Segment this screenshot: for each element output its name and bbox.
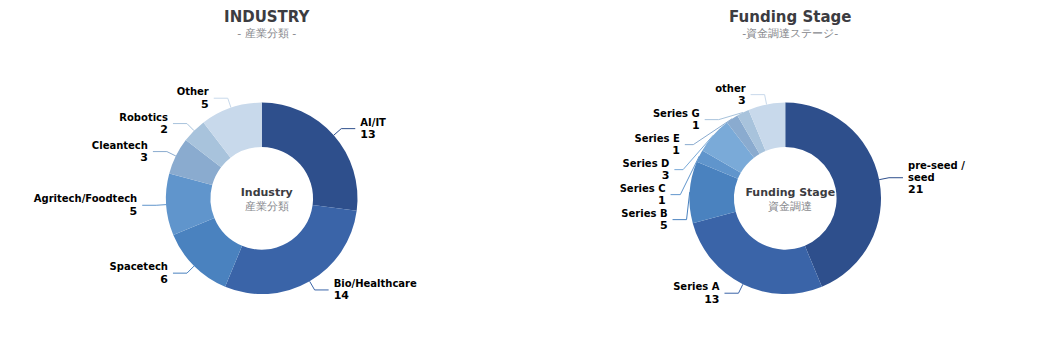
svg-text:13: 13: [704, 293, 719, 306]
svg-text:Series A: Series A: [673, 281, 720, 292]
svg-text:1: 1: [658, 194, 666, 207]
svg-text:14: 14: [334, 289, 350, 302]
svg-text:5: 5: [660, 219, 668, 232]
svg-text:- 産業分類 -: - 産業分類 -: [237, 27, 296, 40]
svg-text:資金調達: 資金調達: [768, 200, 812, 213]
svg-text:6: 6: [160, 273, 168, 286]
svg-text:Spacetech: Spacetech: [110, 261, 168, 272]
svg-text:産業分類: 産業分類: [245, 200, 289, 213]
svg-text:-資金調達ステージ-: -資金調達ステージ-: [742, 27, 838, 40]
svg-text:5: 5: [130, 205, 138, 218]
svg-text:1: 1: [672, 144, 680, 157]
svg-text:Series C: Series C: [620, 183, 666, 194]
svg-text:Series E: Series E: [634, 133, 680, 144]
svg-text:Funding Stage: Funding Stage: [729, 8, 851, 26]
svg-text:INDUSTRY: INDUSTRY: [224, 8, 311, 26]
svg-text:13: 13: [360, 128, 375, 141]
svg-text:Series D: Series D: [623, 158, 670, 169]
svg-text:other: other: [715, 83, 746, 94]
svg-text:Cleantech: Cleantech: [92, 140, 148, 151]
svg-text:AI/IT: AI/IT: [360, 117, 386, 128]
svg-text:Series G: Series G: [653, 108, 700, 119]
svg-text:Funding Stage: Funding Stage: [745, 186, 835, 199]
svg-text:21: 21: [908, 183, 923, 196]
svg-text:3: 3: [140, 151, 148, 164]
svg-text:1: 1: [692, 119, 700, 132]
svg-text:Industry: Industry: [241, 186, 293, 199]
svg-text:2: 2: [160, 123, 168, 136]
svg-text:Robotics: Robotics: [119, 112, 168, 123]
svg-text:3: 3: [662, 169, 670, 182]
svg-text:5: 5: [201, 98, 209, 111]
svg-text:Bio/Healthcare: Bio/Healthcare: [334, 278, 417, 289]
svg-text:Agritech/Foodtech: Agritech/Foodtech: [34, 193, 137, 204]
svg-text:3: 3: [738, 94, 746, 107]
svg-text:Series B: Series B: [621, 208, 667, 219]
svg-text:seed: seed: [908, 172, 935, 183]
svg-text:pre-seed /: pre-seed /: [908, 160, 965, 171]
svg-text:Other: Other: [177, 86, 209, 97]
